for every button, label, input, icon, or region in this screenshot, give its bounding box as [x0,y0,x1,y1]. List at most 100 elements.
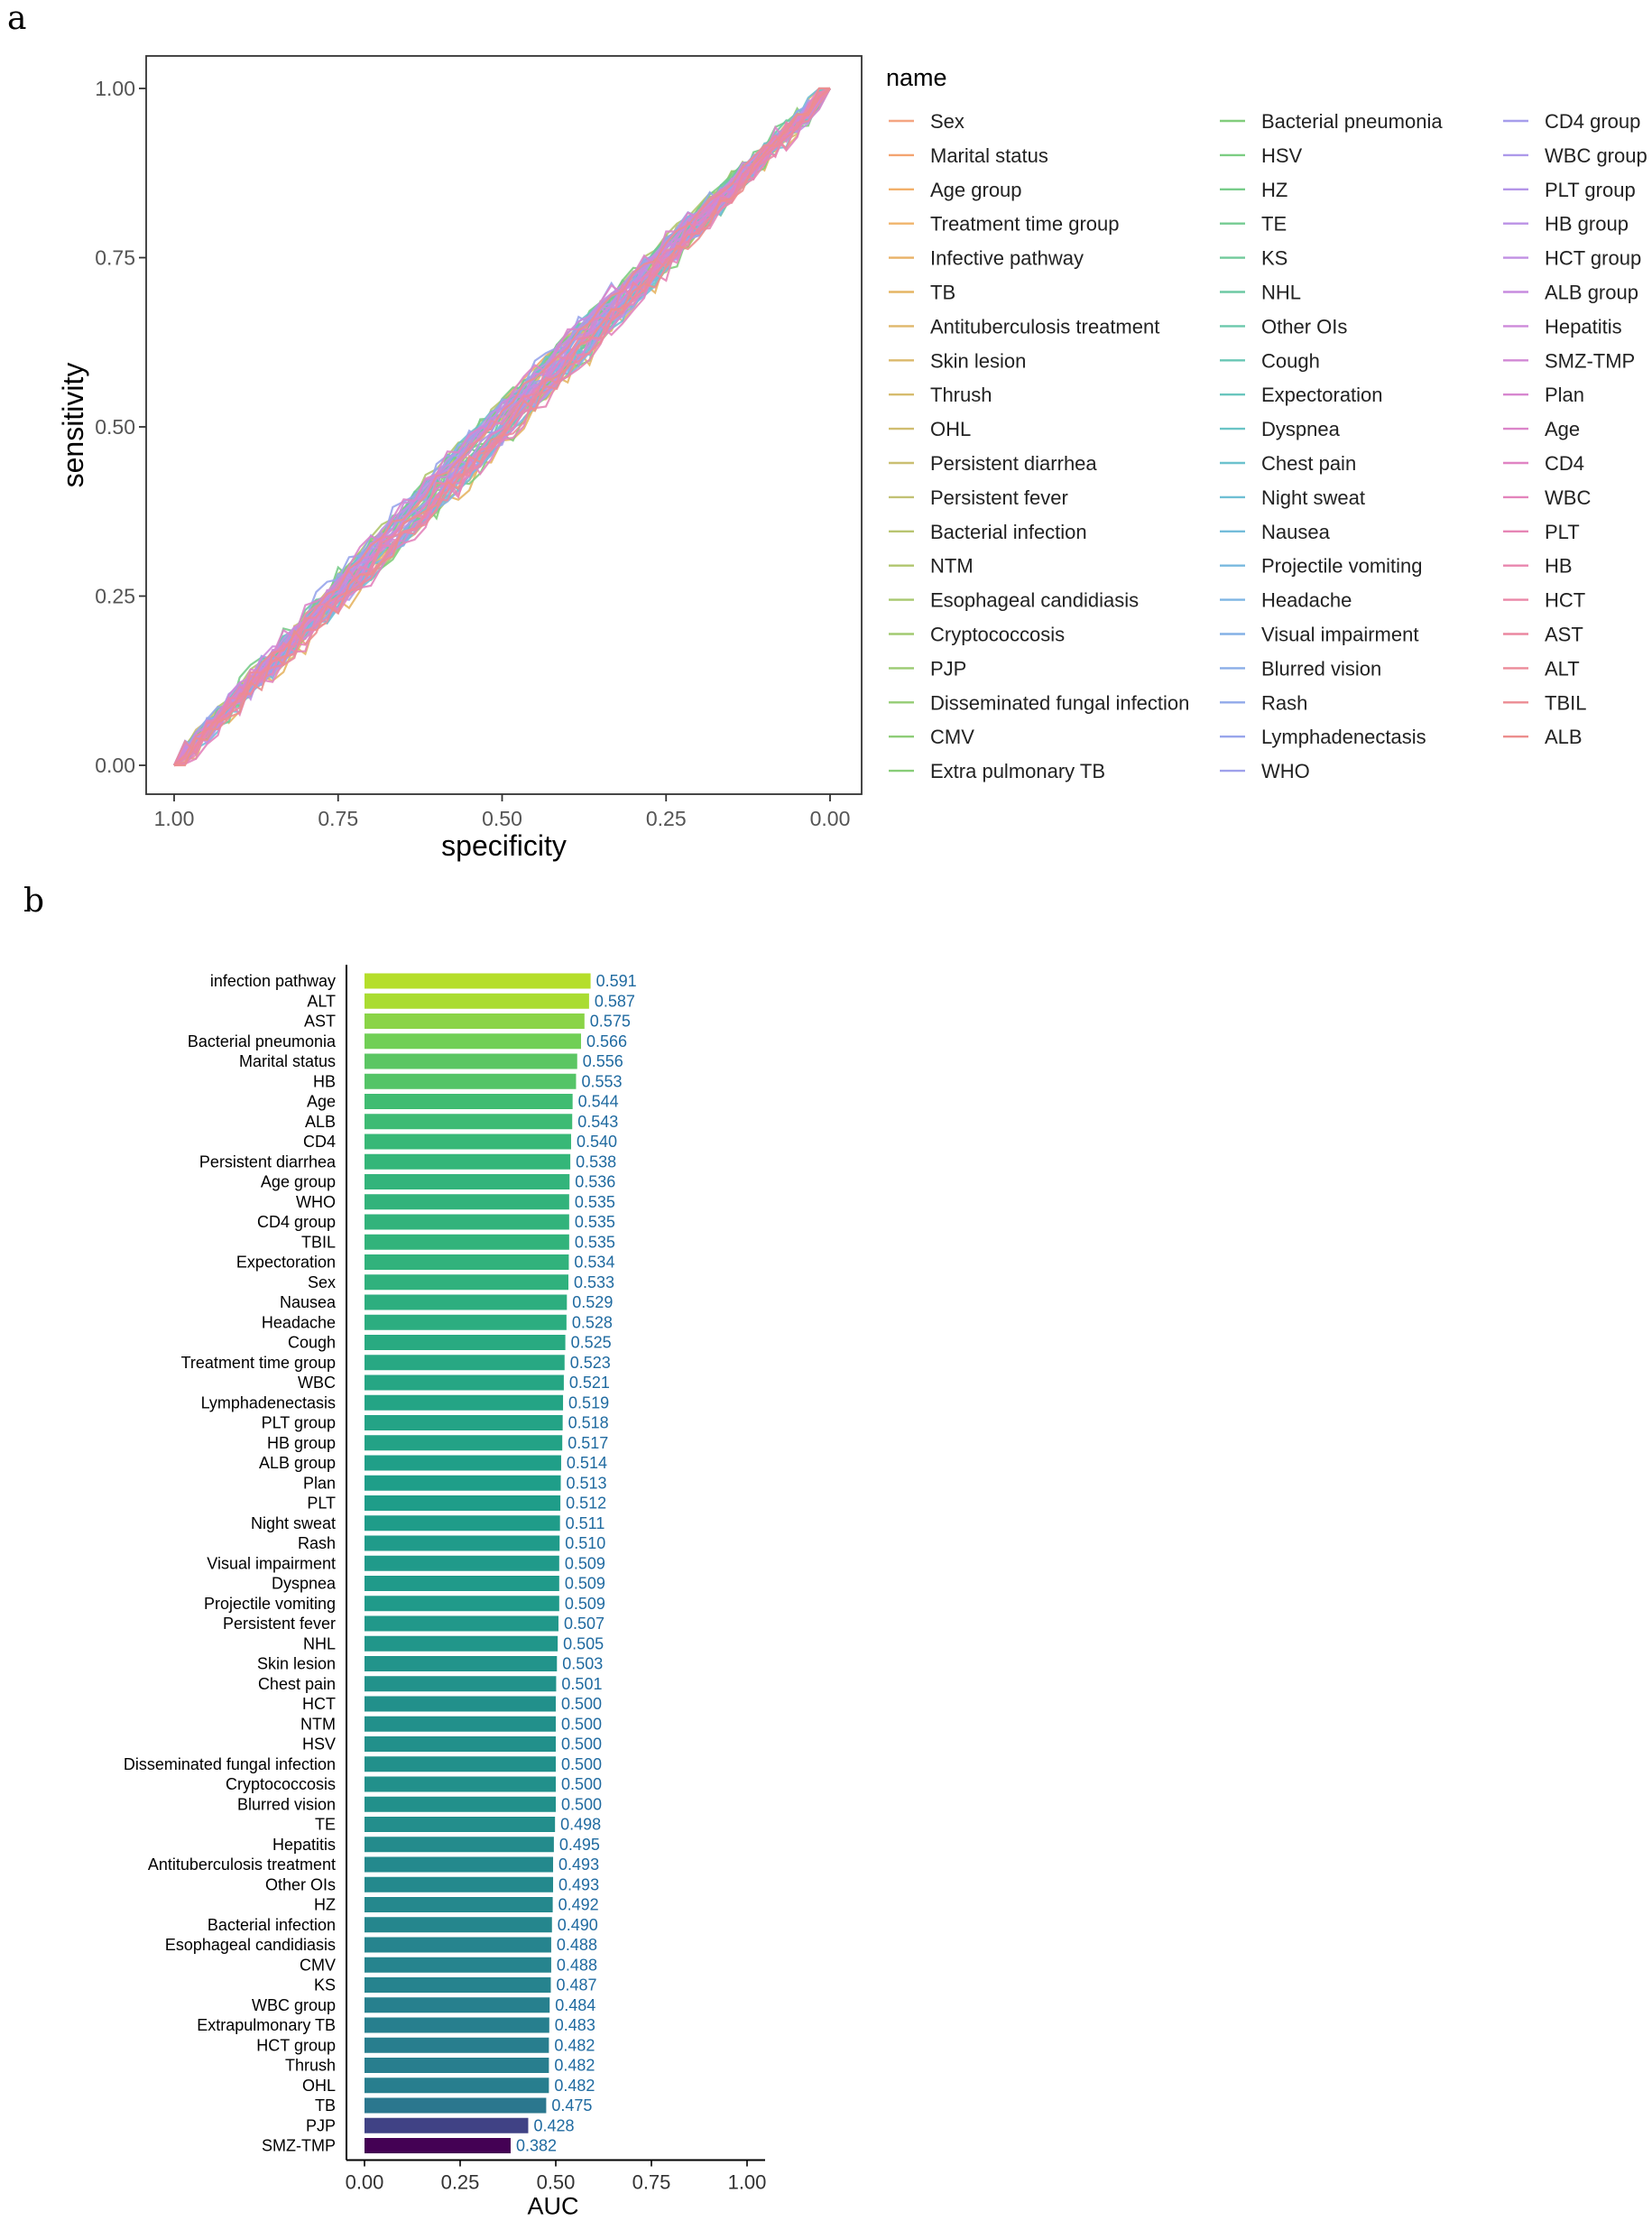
legend-label: Plan [1545,384,1584,406]
roc-curve-hb [173,88,831,767]
legend-item: Plan [1503,384,1584,406]
legend-label: Bacterial pneumonia [1261,110,1443,133]
bar-category-label: Persistent fever [223,1615,336,1633]
bar [365,1294,568,1310]
legend-item: Sex [889,110,964,133]
bar [365,1977,551,1993]
bar-value-label: 0.482 [554,2077,595,2095]
bar-value-label: 0.500 [561,1755,602,1773]
bar-value-label: 0.493 [558,1855,599,1874]
bar-category-label: HZ [314,1896,336,1914]
bar [365,1435,563,1451]
bar-category-label: WBC group [252,1996,336,2014]
legend-item: NTM [889,555,974,578]
bar-value-label: 0.566 [586,1032,627,1050]
bar-value-label: 0.534 [574,1254,614,1272]
bar-value-label: 0.523 [570,1354,611,1372]
bar-value-label: 0.538 [576,1152,616,1171]
bar [365,1917,552,1933]
legend-item: Infective pathway [889,247,1084,270]
bar-value-label: 0.518 [568,1414,609,1432]
legend-item: Disseminated fungal infection [889,691,1189,714]
bar [365,1817,556,1832]
bar-category-label: Bacterial infection [208,1916,336,1934]
x-tick-label: 0.50 [537,2171,576,2194]
legend-item: TB [889,282,955,304]
bar-value-label: 0.553 [581,1072,622,1090]
legend-label: WBC group [1545,144,1647,167]
bar-value-label: 0.509 [565,1554,605,1572]
bar-category-label: Projectile vomiting [204,1595,336,1613]
legend-label: Dyspnea [1261,418,1341,440]
y-tick-label: 0.25 [95,585,135,608]
bar-category-label: HSV [302,1735,336,1754]
legend-label: Bacterial infection [930,521,1087,543]
bar-value-label: 0.507 [564,1615,605,1633]
legend-item: HB group [1503,213,1629,236]
bar-value-label: 0.500 [561,1715,602,1733]
bar [365,1134,571,1150]
bar-value-label: 0.587 [595,992,635,1010]
bar [365,1736,556,1752]
legend-item: Dyspnea [1220,418,1341,440]
bar [365,2078,549,2094]
bar-category-label: TE [315,1816,336,1834]
bar-category-label: Cryptococcosis [226,1775,336,1793]
legend-item: Nausea [1220,521,1331,543]
bar [365,2138,511,2153]
legend-item: HCT group [1503,247,1641,270]
legend-label: Marital status [930,144,1048,167]
bar-category-label: infection pathway [210,972,336,990]
bar-value-label: 0.382 [516,2137,557,2155]
bar [365,1957,551,1973]
legend-item: CD4 group [1503,110,1640,133]
legend-item: TE [1220,213,1287,236]
x-tick-label: 0.00 [346,2171,384,2194]
legend-label: AST [1545,624,1583,646]
legend-label: Expectoration [1261,384,1383,406]
bar-value-label: 0.535 [575,1213,615,1231]
bar-category-label: Night sweat [251,1514,336,1532]
legend-item: HCT [1503,589,1585,612]
bar [365,1535,560,1551]
bar-value-label: 0.492 [558,1896,599,1914]
bar-value-label: 0.500 [561,1695,602,1713]
bar [365,1555,559,1571]
roc-curve-hct [173,87,831,766]
legend-item: Chest pain [1220,452,1356,475]
roc-curve-alb [174,87,830,767]
bar [365,1073,577,1089]
bar-value-label: 0.488 [557,1936,597,1954]
legend-label: Rash [1261,691,1307,714]
legend-item: Visual impairment [1220,624,1418,646]
legend-label: SMZ-TMP [1545,349,1635,372]
bar [365,1635,558,1652]
bar-category-label: Marital status [239,1052,336,1070]
bar-category-label: WHO [296,1193,336,1211]
bar-value-label: 0.475 [551,2096,592,2115]
legend-item: PJP [889,657,966,680]
roc-curve-tbil [173,88,831,766]
bar-category-label: Age [307,1093,336,1111]
legend-item: CD4 [1503,452,1584,475]
legend-label: Cough [1261,349,1320,372]
legend-item: Lymphadenectasis [1220,726,1426,748]
panel-b-label: b [23,883,45,920]
legend-item: Headache [1220,589,1352,612]
legend-label: Skin lesion [930,349,1026,372]
x-tick-label: 0.75 [318,807,358,830]
bar-value-label: 0.498 [560,1816,601,1834]
bar-value-label: 0.591 [596,972,637,990]
legend-label: Other OIs [1261,315,1347,338]
bar-category-label: Skin lesion [257,1655,336,1673]
legend-item: Antituberculosis treatment [889,315,1159,338]
legend-label: ALT [1545,657,1580,680]
auc-bar-chart: infection pathway 0.591 ALT 0.587 AST 0.575 Ba… [124,965,766,2220]
bar-value-label: 0.483 [555,2016,595,2034]
legend-item: Cough [1220,349,1320,372]
bar [365,1394,564,1411]
bar-category-label: Extrapulmonary TB [197,2016,336,2034]
bar-category-label: Chest pain [258,1675,336,1693]
legend-item: Extra pulmonary TB [889,760,1105,782]
bar [365,1153,571,1170]
